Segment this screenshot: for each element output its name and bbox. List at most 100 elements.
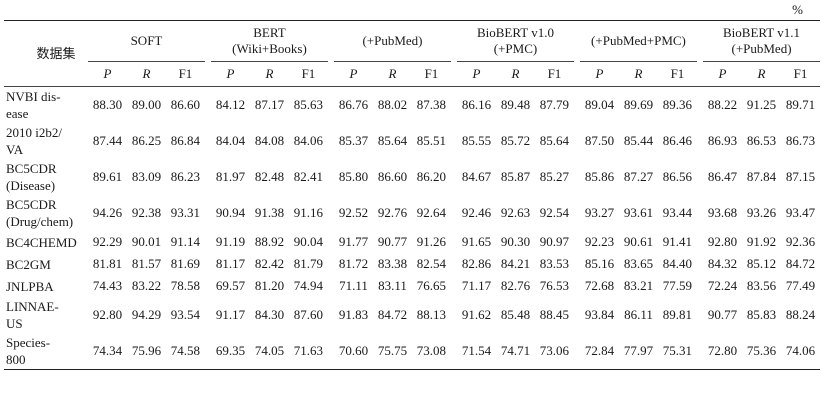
value-cell: 81.79 (293, 256, 324, 271)
value-cell: 82.86 (461, 256, 492, 271)
value-cell: 91.16 (293, 205, 324, 220)
group-line1: BioBERT v1.1 (723, 25, 801, 40)
value-cell: 94.26 (92, 205, 123, 220)
value-cell: 86.23 (170, 169, 201, 184)
dataset-name: 2010 i2b2/VA (4, 123, 88, 159)
dataset-name-line2: ease (6, 106, 29, 121)
dataset-name: BC5CDR (Drug/chem) (4, 195, 88, 231)
dataset-name: BC2GM (4, 253, 88, 275)
value-cell: 85.87 (500, 169, 531, 184)
value-cell: 69.35 (215, 343, 246, 358)
value-cell: 93.26 (746, 205, 777, 220)
value-cell: 93.27 (584, 205, 615, 220)
value-cell: 81.72 (338, 256, 369, 271)
dataset-header: 数据集 (4, 21, 89, 87)
value-cell: 93.47 (785, 205, 816, 220)
value-cell: 87.27 (623, 169, 654, 184)
value-cell: 84.67 (461, 169, 492, 184)
value-cell: 85.64 (377, 133, 408, 148)
value-cell: 75.96 (131, 343, 162, 358)
table-row: BC5CDR (Disease) 89.61 83.09 86.23 81.97 82.48… (4, 159, 820, 195)
dataset-name-line1: BC5CDR (6, 197, 57, 212)
value-cell: 92.63 (500, 205, 531, 220)
value-cell: 82.76 (500, 278, 531, 293)
value-cell: 85.44 (623, 133, 654, 148)
table-row: BC4CHEMD 92.29 90.01 91.14 91.19 88.92 90.04 91… (4, 231, 820, 253)
value-cell: 71.63 (293, 343, 324, 358)
value-cell: 90.30 (500, 234, 531, 249)
value-cell: 91.17 (215, 307, 246, 322)
value-cell: 89.81 (662, 307, 693, 322)
value-cell: 93.54 (170, 307, 201, 322)
value-cell: 81.97 (215, 169, 246, 184)
value-cell: 77.59 (662, 278, 693, 293)
value-cell: 86.46 (662, 133, 693, 148)
value-cell: 87.38 (416, 97, 447, 112)
value-cell: 83.21 (623, 278, 654, 293)
value-cell: 82.42 (254, 256, 285, 271)
table-body: NVBI dis-ease 88.30 89.00 86.60 84.12 87.17 85… (4, 87, 820, 370)
value-cell: 90.04 (293, 234, 324, 249)
results-table: 数据集 SOFT BERT (Wiki+Books) (+PubMed) Bio… (4, 20, 820, 370)
value-cell: 92.23 (584, 234, 615, 249)
value-cell: 85.83 (746, 307, 777, 322)
value-cell: 87.50 (584, 133, 615, 148)
group-header-biobert-v10: BioBERT v1.0 (+PMC) (457, 21, 574, 62)
value-cell: 70.60 (338, 343, 369, 358)
metric-r: R (742, 61, 781, 87)
dataset-name-line1: JNLPBA (6, 278, 54, 294)
table-row: 2010 i2b2/VA 87.44 86.25 86.84 84.04 84.08 84.… (4, 123, 820, 159)
value-cell: 91.92 (746, 234, 777, 249)
value-cell: 88.22 (707, 97, 738, 112)
dataset-name: NVBI dis-ease (4, 87, 88, 124)
value-cell: 93.44 (662, 205, 693, 220)
metric-header-row: P R F1 P R F1 P R F1 P R F1 P R F1 P R F… (4, 61, 820, 87)
value-cell: 87.79 (539, 97, 570, 112)
value-cell: 81.81 (92, 256, 123, 271)
value-cell: 85.16 (584, 256, 615, 271)
value-cell: 91.38 (254, 205, 285, 220)
value-cell: 85.37 (338, 133, 369, 148)
value-cell: 84.21 (500, 256, 531, 271)
group-header-pubmed-pmc: (+PubMed+PMC) (580, 21, 697, 62)
table-row: BC2GM 81.81 81.57 81.69 81.17 82.42 81.79 81.72… (4, 253, 820, 275)
value-cell: 82.54 (416, 256, 447, 271)
value-cell: 71.54 (461, 343, 492, 358)
value-cell: 74.05 (254, 343, 285, 358)
value-cell: 86.25 (131, 133, 162, 148)
metric-p: P (580, 61, 619, 87)
value-cell: 91.41 (662, 234, 693, 249)
value-cell: 86.16 (461, 97, 492, 112)
value-cell: 87.60 (293, 307, 324, 322)
value-cell: 85.63 (293, 97, 324, 112)
dataset-name-line2: (Drug/chem) (6, 214, 74, 229)
value-cell: 90.97 (539, 234, 570, 249)
value-cell: 85.80 (338, 169, 369, 184)
metric-f1: F1 (288, 61, 328, 87)
group-line1: (+PubMed) (362, 33, 423, 48)
value-cell: 85.72 (500, 133, 531, 148)
value-cell: 72.80 (707, 343, 738, 358)
value-cell: 89.71 (785, 97, 816, 112)
value-cell: 72.68 (584, 278, 615, 293)
value-cell: 84.04 (215, 133, 246, 148)
value-cell: 82.41 (293, 169, 324, 184)
dataset-name-line2: VA (6, 142, 24, 157)
table-row: LINNAE- US 92.80 94.29 93.54 91.17 84.30 87.60 9… (4, 297, 820, 333)
value-cell: 83.65 (623, 256, 654, 271)
value-cell: 78.58 (170, 278, 201, 293)
group-header-soft: SOFT (88, 21, 205, 62)
value-cell: 85.64 (539, 133, 570, 148)
value-cell: 72.84 (584, 343, 615, 358)
bottom-rule (4, 369, 820, 370)
value-cell: 74.06 (785, 343, 816, 358)
value-cell: 83.56 (746, 278, 777, 293)
value-cell: 93.31 (170, 205, 201, 220)
value-cell: 91.26 (416, 234, 447, 249)
value-cell: 71.11 (339, 278, 368, 293)
value-cell: 74.58 (170, 343, 201, 358)
value-cell: 86.60 (170, 97, 201, 112)
value-cell: 83.09 (131, 169, 162, 184)
value-cell: 88.30 (92, 97, 123, 112)
dataset-name: JNLPBA (4, 275, 88, 297)
